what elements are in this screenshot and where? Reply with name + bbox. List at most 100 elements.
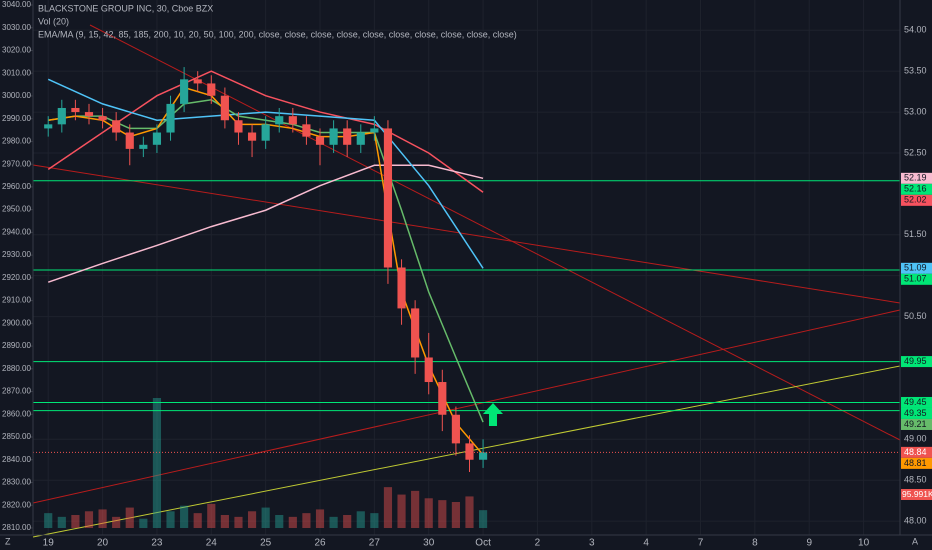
price-label: 51.09 (904, 263, 927, 273)
volume-bar (329, 516, 338, 528)
price-label-box (901, 262, 932, 274)
y-tick-label: 54.00 (904, 25, 927, 35)
ma-line (47, 70, 484, 193)
x-tick-label: 10 (858, 538, 870, 549)
price-label-box (901, 172, 932, 184)
x-tick-label: 8 (752, 538, 758, 549)
y2-tick-label: 2830.00 (2, 478, 31, 487)
y-tick-label: 52.50 (904, 147, 927, 157)
candle-body (343, 128, 352, 145)
y2-tick-label: 2960.00 (2, 182, 31, 191)
price-label: 52.02 (904, 195, 927, 205)
x-tick-label: 25 (260, 538, 272, 549)
candle-body (288, 116, 297, 125)
x-tick-label: 26 (314, 538, 326, 549)
price-label: 49.45 (904, 397, 927, 407)
y-tick-label: 48.00 (904, 515, 927, 525)
price-label: 48.81 (904, 458, 927, 468)
volume-bar (275, 515, 284, 528)
x-tick-label: 20 (97, 538, 109, 549)
price-label: 52.16 (904, 184, 927, 194)
volume-bar (193, 513, 202, 528)
candle-body (275, 116, 284, 125)
y2-tick-label: 2850.00 (2, 432, 31, 441)
volume-bar (356, 511, 365, 528)
candle-body (356, 132, 365, 145)
candle-body (247, 132, 257, 141)
y2-tick-label: 2820.00 (2, 500, 31, 509)
price-label-box (901, 407, 932, 419)
y2-tick-label: 3030.00 (2, 23, 31, 32)
volume-bar (288, 516, 297, 528)
price-label: 49.21 (904, 419, 927, 429)
zoom-icon[interactable]: Z (5, 536, 11, 546)
grid (33, 0, 900, 535)
candle-body (44, 124, 53, 129)
y2-tick-label: 2910.00 (2, 296, 31, 305)
volume-bar (438, 500, 447, 528)
volume-bar (315, 509, 325, 528)
candle-body (193, 79, 202, 84)
price-label-box (901, 356, 932, 368)
chart-title: BLACKSTONE GROUP INC, 30, Cboe BZX (38, 3, 213, 13)
volume-bar (383, 487, 393, 528)
candle-body (84, 112, 94, 117)
x-tick-label: 2 (535, 538, 541, 549)
candle-body (411, 308, 420, 358)
candle-body (71, 107, 80, 113)
y-tick-label: 53.50 (904, 66, 927, 76)
candle-body (220, 95, 229, 121)
candle-body (424, 357, 433, 383)
volume-bar (166, 511, 175, 528)
candle-body (479, 452, 488, 460)
volume-bar (302, 513, 311, 528)
x-tick-label: 3 (589, 538, 595, 549)
plot (33, 67, 900, 528)
volume-bar (98, 509, 107, 528)
volume-label-box (901, 489, 932, 500)
volume-bar (207, 503, 216, 528)
x-tick-label: 30 (423, 538, 435, 549)
y2-tick-label: 2970.00 (2, 159, 31, 168)
price-label: 49.35 (904, 408, 927, 418)
y2-tick-label: 2840.00 (2, 455, 31, 464)
y2-tick-label: 2890.00 (2, 341, 31, 350)
price-label-box (901, 457, 932, 469)
volume-bar (247, 511, 257, 528)
candle-body (315, 136, 325, 145)
candle-body (207, 83, 216, 96)
candle-body (166, 103, 175, 133)
volume-bar (424, 498, 433, 528)
x-tick-label: 24 (206, 538, 218, 549)
candle-body (329, 128, 338, 145)
candle-body (397, 267, 406, 309)
candle-body (451, 414, 460, 444)
volume-label: 95.991K (902, 489, 932, 499)
candle-body (139, 144, 148, 149)
candle-body (180, 79, 189, 104)
price-label-box (901, 273, 932, 285)
volume-bar (125, 507, 134, 528)
volume-bar (57, 516, 66, 528)
price-label: 51.07 (904, 274, 927, 284)
candle-body (152, 132, 162, 145)
candle-body (125, 132, 134, 149)
price-label-box (901, 446, 932, 458)
candle-body (112, 120, 121, 133)
candle-body (57, 107, 66, 125)
volume-bar (370, 513, 379, 528)
price-label: 49.95 (904, 356, 927, 366)
volume-bar (451, 502, 460, 528)
y2-tick-label: 2920.00 (2, 273, 31, 282)
auto-scale[interactable]: A (912, 536, 918, 546)
volume-bar (84, 511, 94, 528)
y2-tick-label: 3010.00 (2, 68, 31, 77)
price-label-box (901, 418, 932, 430)
x-tick-label: 23 (151, 538, 163, 549)
y-tick-label: 49.00 (904, 434, 927, 444)
x-tick-label: 27 (369, 538, 381, 549)
y2-tick-label: 2990.00 (2, 114, 31, 123)
volume-bar (44, 513, 53, 528)
